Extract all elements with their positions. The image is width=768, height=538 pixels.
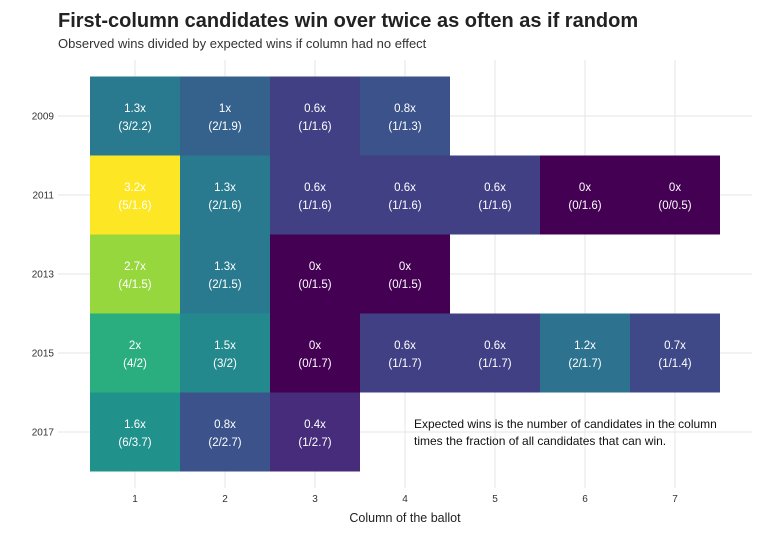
heatmap-cell — [90, 234, 180, 314]
heatmap-cell — [360, 76, 450, 156]
heatmap-cell — [540, 155, 630, 235]
cell-ratio-label: 0.4x — [304, 419, 326, 431]
cell-detail-label: (3/2) — [213, 358, 237, 370]
cell-detail-label: (1/1.6) — [298, 200, 331, 212]
x-tick-label: 5 — [492, 494, 498, 505]
cell-ratio-label: 0.8x — [394, 103, 416, 115]
cell-ratio-label: 1.6x — [124, 419, 146, 431]
cell-detail-label: (2/1.9) — [208, 121, 241, 133]
chart-subtitle: Observed wins divided by expected wins i… — [58, 36, 427, 51]
x-axis-label: Column of the ballot — [349, 511, 461, 525]
y-tick-label: 2011 — [32, 191, 54, 202]
cell-ratio-label: 0.6x — [304, 182, 326, 194]
x-tick-label: 1 — [132, 494, 138, 505]
heatmap-cell — [90, 155, 180, 235]
cell-ratio-label: 0.6x — [304, 103, 326, 115]
cell-ratio-label: 1.3x — [124, 103, 146, 115]
heatmap-cell — [630, 313, 720, 393]
heatmap-cell — [450, 155, 540, 235]
y-tick-label: 2017 — [32, 428, 55, 439]
heatmap-cell — [270, 155, 360, 235]
cell-detail-label: (1/1.7) — [388, 358, 421, 370]
annotation-line-2: times the fraction of all candidates tha… — [414, 434, 666, 448]
cell-detail-label: (6/3.7) — [118, 437, 151, 449]
heatmap-cell — [270, 392, 360, 472]
cell-ratio-label: 2.7x — [124, 261, 146, 273]
annotation-line-1: Expected wins is the number of candidate… — [414, 417, 717, 431]
cell-ratio-label: 0x — [579, 182, 591, 194]
heatmap-cell — [270, 76, 360, 156]
cell-ratio-label: 3.2x — [124, 182, 146, 194]
y-tick-label: 2015 — [32, 349, 55, 360]
cell-detail-label: (4/2) — [123, 358, 147, 370]
chart-title: First-column candidates win over twice a… — [58, 10, 639, 32]
cell-ratio-label: 0.6x — [394, 340, 416, 352]
y-tick-label: 2013 — [32, 270, 55, 281]
cell-ratio-label: 0.8x — [214, 419, 236, 431]
heatmap-cell — [630, 155, 720, 235]
x-tick-label: 6 — [582, 494, 588, 505]
heatmap-cell — [180, 313, 270, 393]
heatmap-cells — [90, 76, 720, 472]
cell-detail-label: (3/2.2) — [118, 121, 151, 133]
heatmap-cell — [450, 313, 540, 393]
cell-ratio-label: 0x — [399, 261, 411, 273]
heatmap-cell — [90, 313, 180, 393]
cell-detail-label: (5/1.6) — [118, 200, 151, 212]
x-tick-label: 2 — [222, 494, 228, 505]
cell-ratio-label: 2x — [129, 340, 141, 352]
cell-detail-label: (0/1.6) — [568, 200, 601, 212]
heatmap-cell — [360, 234, 450, 314]
heatmap-cell — [180, 392, 270, 472]
cell-ratio-label: 1x — [219, 103, 231, 115]
cell-ratio-label: 1.5x — [214, 340, 236, 352]
cell-ratio-label: 1.3x — [214, 261, 236, 273]
heatmap-cell — [360, 313, 450, 393]
heatmap-cell — [180, 76, 270, 156]
y-tick-label: 2009 — [32, 112, 55, 123]
cell-detail-label: (1/1.6) — [478, 200, 511, 212]
cell-ratio-label: 1.3x — [214, 182, 236, 194]
cell-ratio-label: 0.7x — [664, 340, 686, 352]
cell-detail-label: (1/2.7) — [298, 437, 331, 449]
cell-detail-label: (0/1.5) — [388, 279, 421, 291]
cell-detail-label: (1/1.7) — [478, 358, 511, 370]
cell-detail-label: (2/1.5) — [208, 279, 241, 291]
heatmap-cell — [540, 313, 630, 393]
cell-ratio-label: 0x — [309, 340, 321, 352]
heatmap-cell — [270, 234, 360, 314]
cell-detail-label: (1/1.4) — [658, 358, 691, 370]
cell-detail-label: (1/1.6) — [298, 121, 331, 133]
cell-ratio-label: 0.6x — [394, 182, 416, 194]
cell-detail-label: (1/1.6) — [388, 200, 421, 212]
cell-detail-label: (0/1.7) — [298, 358, 331, 370]
cell-ratio-label: 0x — [309, 261, 321, 273]
heatmap-cell — [90, 76, 180, 156]
cell-ratio-label: 0x — [669, 182, 681, 194]
cell-ratio-label: 1.2x — [574, 340, 596, 352]
cell-detail-label: (2/2.7) — [208, 437, 241, 449]
cell-ratio-label: 0.6x — [484, 182, 506, 194]
cell-detail-label: (0/0.5) — [658, 200, 691, 212]
heatmap-cell — [360, 155, 450, 235]
cell-detail-label: (0/1.5) — [298, 279, 331, 291]
cell-detail-label: (2/1.7) — [568, 358, 601, 370]
cell-detail-label: (2/1.6) — [208, 200, 241, 212]
heatmap-cell — [90, 392, 180, 472]
cell-ratio-label: 0.6x — [484, 340, 506, 352]
heatmap-cell — [180, 155, 270, 235]
cell-detail-label: (1/1.3) — [388, 121, 421, 133]
heatmap-cell — [180, 234, 270, 314]
axes: 1 2 3 4 5 6 7 2009 2011 2013 2015 2017 — [32, 112, 678, 506]
heatmap-cell — [270, 313, 360, 393]
x-tick-label: 7 — [672, 494, 678, 505]
cell-detail-label: (4/1.5) — [118, 279, 151, 291]
x-tick-label: 4 — [402, 494, 408, 505]
cell-labels: 1.3x (3/2.2) 1x (2/1.9) 0.6x (1/1.6) 0.8x (1/1.… — [118, 103, 691, 449]
x-tick-label: 3 — [312, 494, 318, 505]
